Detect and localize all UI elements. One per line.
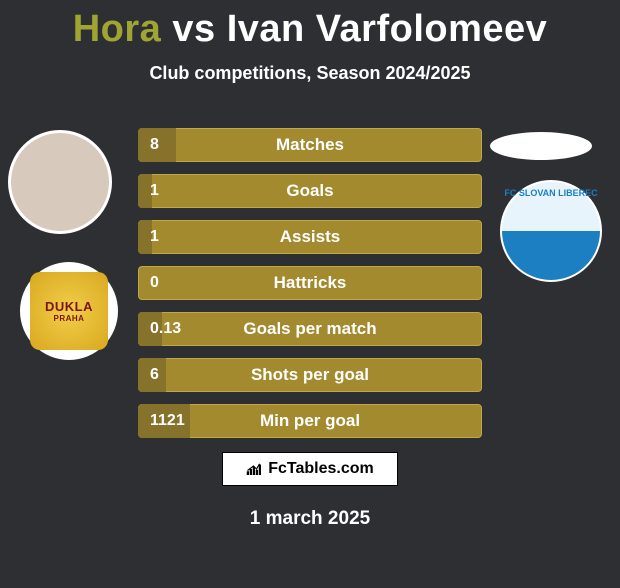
- player-a: Hora: [73, 8, 162, 50]
- brand-text: FcTables.com: [268, 460, 374, 478]
- stat-row: 0Hattricks: [138, 266, 482, 300]
- page-title: Hora vs Ivan Varfolomeev: [0, 8, 620, 51]
- brand-badge: FcTables.com: [222, 452, 398, 486]
- stat-label: Assists: [138, 220, 482, 254]
- stat-label: Goals per match: [138, 312, 482, 346]
- chart-icon: [246, 462, 264, 476]
- stat-label: Shots per goal: [138, 358, 482, 392]
- stat-label: Min per goal: [138, 404, 482, 438]
- club-badge-left: DUKLA PRAHA: [20, 262, 118, 360]
- club-left-name: DUKLA: [45, 299, 93, 314]
- stat-label: Goals: [138, 174, 482, 208]
- club-badge-right: FC SLOVAN LIBEREC: [500, 180, 602, 282]
- vs-label: vs: [172, 8, 215, 50]
- stat-row: 1Assists: [138, 220, 482, 254]
- date-label: 1 march 2025: [0, 508, 620, 530]
- club-right-name: FC SLOVAN LIBEREC: [502, 182, 600, 280]
- player-b: Ivan Varfolomeev: [227, 8, 548, 50]
- stat-row: 8Matches: [138, 128, 482, 162]
- stat-bars: 8Matches 1Goals 1Assists 0Hattricks 0.13Goal…: [138, 128, 482, 450]
- subtitle: Club competitions, Season 2024/2025: [0, 63, 620, 84]
- club-left-sub: PRAHA: [54, 314, 85, 323]
- stat-label: Hattricks: [138, 266, 482, 300]
- stat-row: 1Goals: [138, 174, 482, 208]
- player-avatar-right: [490, 132, 592, 160]
- stat-row: 6Shots per goal: [138, 358, 482, 392]
- stat-label: Matches: [138, 128, 482, 162]
- player-avatar-left: [8, 130, 112, 234]
- stat-row: 0.13Goals per match: [138, 312, 482, 346]
- stat-row: 1121Min per goal: [138, 404, 482, 438]
